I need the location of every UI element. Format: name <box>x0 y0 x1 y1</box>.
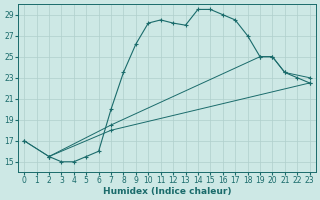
X-axis label: Humidex (Indice chaleur): Humidex (Indice chaleur) <box>103 187 231 196</box>
